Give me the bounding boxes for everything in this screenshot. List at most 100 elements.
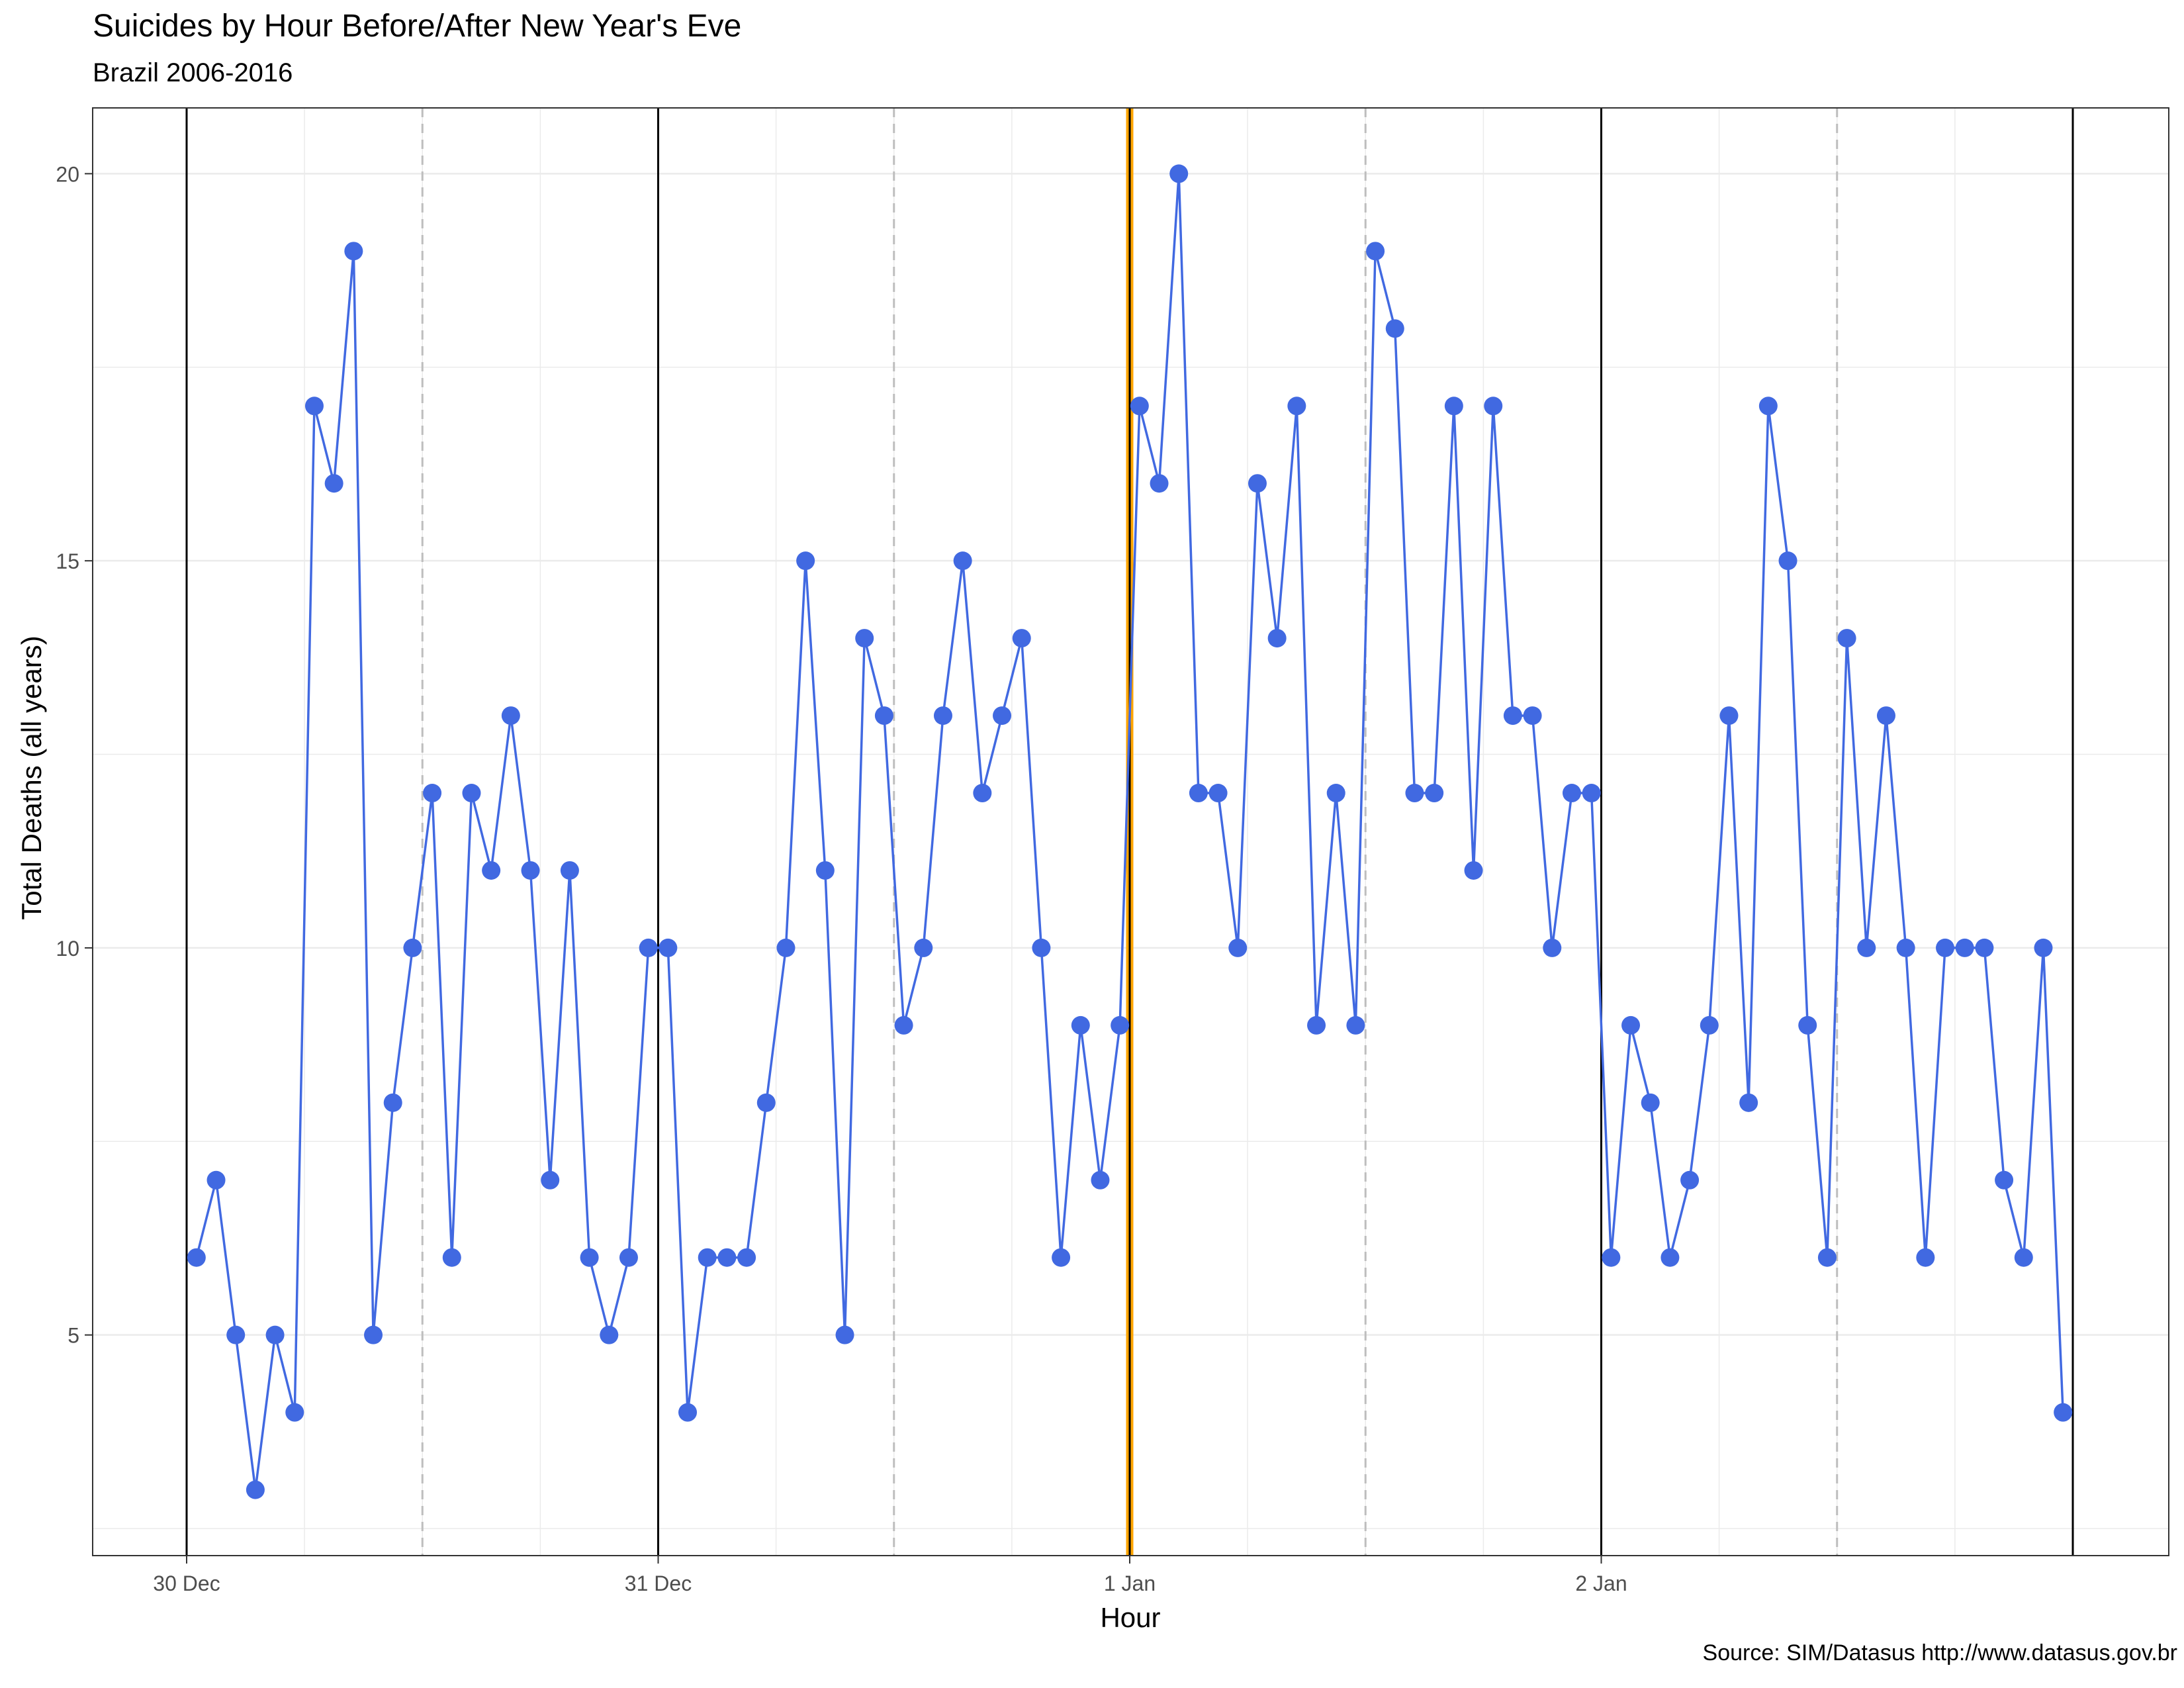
data-point [442,1248,461,1267]
data-point [1778,551,1797,571]
data-point [1582,784,1601,803]
data-point [796,551,815,571]
data-point [1719,706,1739,726]
data-point [1385,319,1404,338]
data-point [1602,1248,1621,1267]
data-point [1543,938,1562,957]
data-point [560,861,579,880]
data-point [1366,242,1385,261]
data-point [1916,1248,1935,1267]
data-point [1817,1248,1837,1267]
data-point [1444,397,1463,416]
data-point [835,1325,854,1344]
data-point [285,1403,304,1422]
data-point [993,706,1012,726]
data-point [1680,1170,1700,1190]
axes: 5 10 15 20 30 Dec 31 Dec 1 Jan 2 Jan [56,162,1627,1595]
y-tick-label: 20 [56,162,79,186]
data-point [1758,397,1778,416]
data-point [265,1325,285,1344]
data-point [226,1325,246,1344]
data-point [1975,938,1994,957]
data-point [1012,629,1031,648]
data-point [1503,706,1522,726]
data-point [344,242,363,261]
data-point [1621,1015,1641,1035]
data-point [1523,706,1542,726]
data-point [501,706,520,726]
data-point [1111,1015,1130,1035]
data-point [482,861,501,880]
data-point [698,1248,717,1267]
data-point [600,1325,619,1344]
data-point [619,1248,638,1267]
data-point [1425,784,1444,803]
y-axis-label: Total Deaths (all years) [16,635,47,920]
data-point [737,1248,756,1267]
data-point [423,784,442,803]
data-point [1150,474,1169,493]
data-point [1169,164,1189,183]
data-point [364,1325,383,1344]
data-point [973,784,992,803]
x-tick-label: 31 Dec [625,1571,692,1595]
reference-lines [185,108,2074,1556]
data-point [1228,938,1248,957]
data-point [541,1170,560,1190]
data-point [1955,938,1974,957]
data-point [815,861,835,880]
data-point [874,706,893,726]
data-point [1484,397,1503,416]
data-point [678,1403,698,1422]
data-point [2034,938,2053,957]
x-tick-label: 1 Jan [1104,1571,1156,1595]
data-point [403,938,422,957]
data-point [1130,397,1149,416]
data-point [1837,629,1856,648]
data-point [659,938,678,957]
data-point [1876,706,1895,726]
chart-subtitle: Brazil 2006-2016 [93,58,293,87]
data-point [1995,1170,2014,1190]
data-point [776,938,796,957]
data-point [1661,1248,1680,1267]
data-point [914,938,933,957]
data-point [1267,629,1287,648]
data-point [2054,1403,2073,1422]
data-point [855,629,874,648]
data-point [246,1480,265,1499]
data-point [1307,1015,1326,1035]
data-point [1562,784,1581,803]
data-point [304,397,324,416]
plot-border [92,107,2169,1556]
data-point [1189,784,1208,803]
data-point [1052,1248,1071,1267]
data-point [1208,784,1228,803]
data-point [953,551,972,571]
data-point [1248,474,1267,493]
data-point [1405,784,1424,803]
data-point [462,784,481,803]
data-point [206,1170,226,1190]
data-point [2014,1248,2033,1267]
data-point [756,1093,776,1112]
data-point [894,1015,913,1035]
data-point [1032,938,1051,957]
data-point [1739,1093,1758,1112]
data-point [1071,1015,1090,1035]
series [187,164,2073,1499]
y-tick-label: 10 [56,937,79,961]
data-point [1700,1015,1719,1035]
y-tick-label: 15 [56,549,79,573]
data-point [1326,784,1345,803]
source-caption: Source: SIM/Datasus http://www.datasus.g… [1702,1640,2177,1665]
data-point [639,938,658,957]
data-point [187,1248,206,1267]
chart-title: Suicides by Hour Before/After New Year's… [93,9,742,44]
data-point [1287,397,1306,416]
data-point [717,1248,737,1267]
data-point [1464,861,1483,880]
data-point [1641,1093,1660,1112]
data-point [1798,1015,1817,1035]
